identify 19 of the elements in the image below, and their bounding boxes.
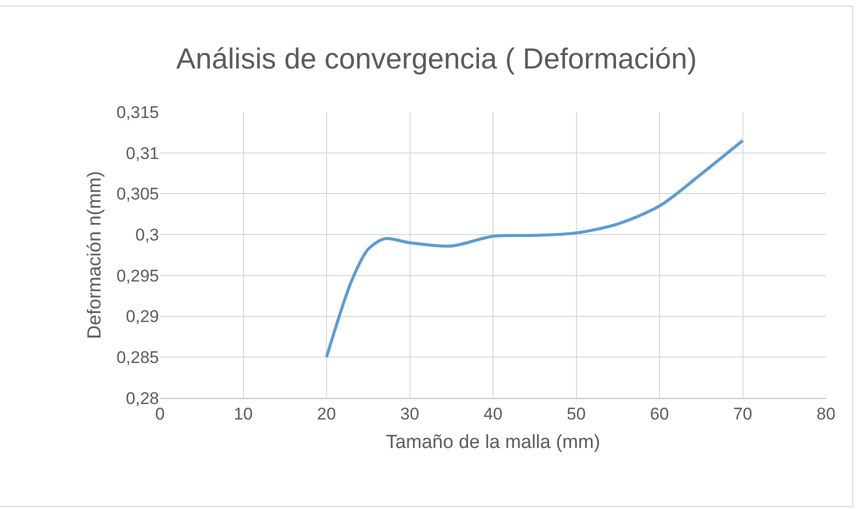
x-tick-label: 60: [650, 404, 669, 424]
x-axis-title: Tamaño de la malla (mm): [386, 432, 600, 454]
chart-title: Análisis de convergencia ( Deformación): [176, 44, 697, 76]
x-tick-label: 20: [317, 404, 336, 424]
x-tick-label: 40: [484, 404, 502, 424]
x-tick-label: 80: [816, 404, 836, 424]
y-tick-label: 0,285: [116, 348, 159, 368]
y-tick-label: 0,29: [126, 307, 159, 326]
y-tick-label: 0,3: [135, 226, 159, 245]
y-tick-label: 0,295: [116, 266, 159, 286]
x-tick-label: 10: [234, 404, 253, 424]
line-series: [325, 139, 744, 359]
y-axis-title: Deformación n(mm): [84, 171, 106, 339]
x-tick-label: 50: [566, 404, 586, 424]
x-tick-label: 30: [400, 404, 420, 424]
y-tick-label: 0,315: [116, 102, 159, 122]
x-tick-label: 70: [733, 404, 752, 424]
y-tick-label: 0,305: [116, 184, 159, 204]
y-tick-label: 0,31: [126, 144, 159, 163]
